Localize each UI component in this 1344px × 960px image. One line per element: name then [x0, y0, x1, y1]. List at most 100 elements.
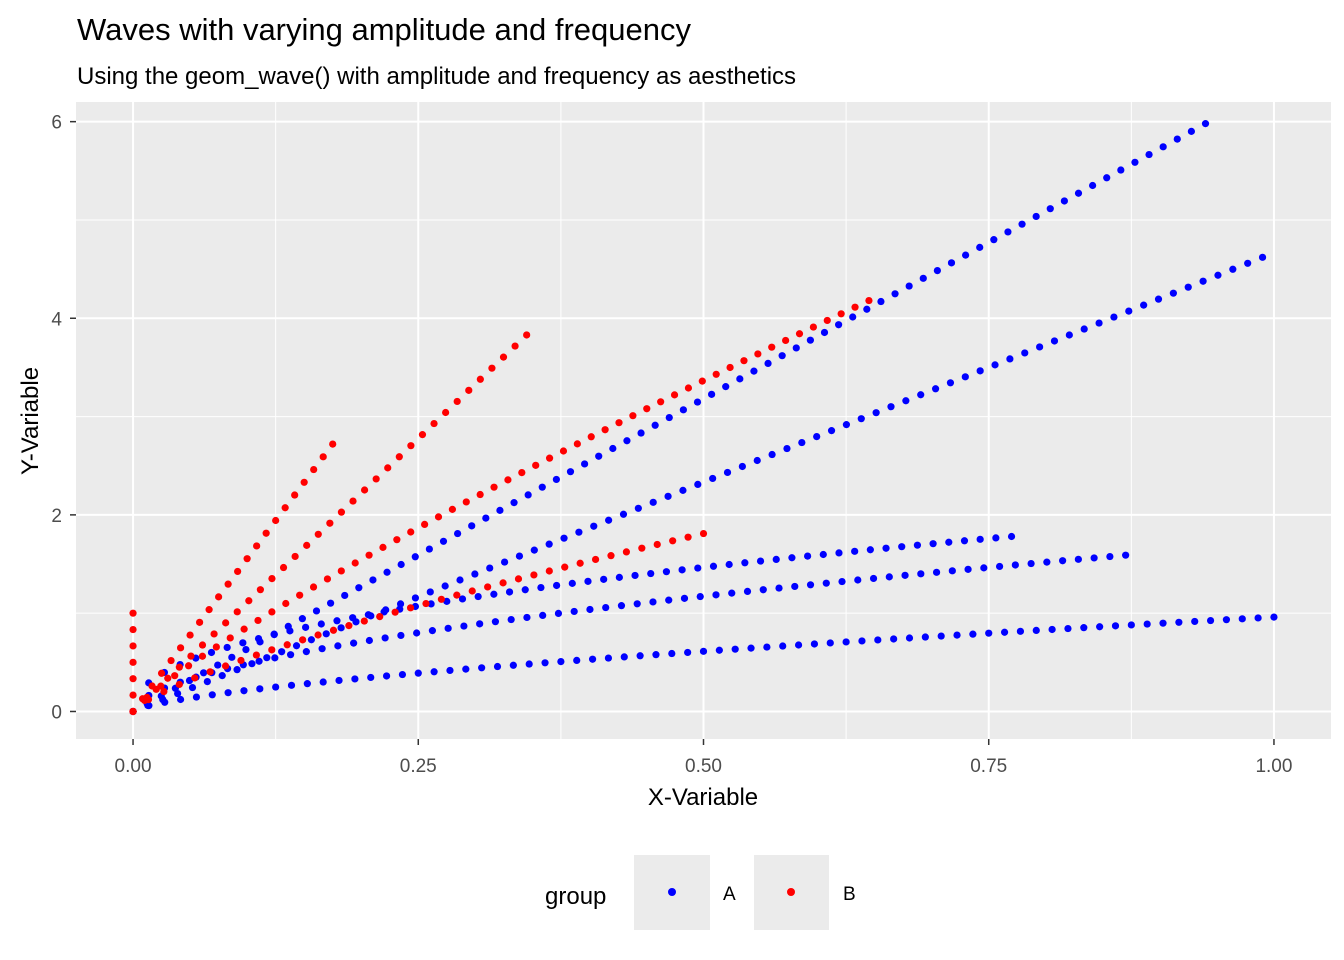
point-b: [296, 591, 304, 599]
point-a: [694, 564, 702, 572]
point-a: [541, 659, 549, 667]
point-a: [937, 632, 945, 640]
point-a: [568, 579, 576, 587]
point-a: [581, 460, 589, 468]
point-a: [668, 649, 676, 658]
point-b: [299, 636, 307, 644]
point-a: [791, 582, 799, 591]
point-a: [350, 639, 358, 647]
point-b: [191, 674, 199, 682]
point-a: [604, 654, 613, 662]
point-a: [381, 634, 389, 642]
point-b: [453, 397, 461, 406]
point-a: [932, 568, 941, 576]
point-a: [223, 643, 231, 652]
point-b: [561, 563, 569, 571]
legend-label-b: B: [843, 884, 856, 905]
point-b: [237, 656, 245, 665]
point-a: [524, 491, 532, 499]
point-b: [314, 631, 322, 639]
point-b: [629, 412, 637, 420]
point-b: [795, 330, 804, 338]
point-a: [1011, 561, 1019, 569]
point-a: [863, 305, 871, 313]
data-points: [129, 120, 1278, 716]
point-b: [488, 364, 496, 372]
point-a: [443, 597, 451, 605]
point-a: [1238, 615, 1246, 623]
point-b: [601, 426, 609, 434]
point-b: [684, 384, 693, 392]
point-a: [623, 437, 631, 445]
point-b: [545, 567, 553, 575]
point-b: [523, 331, 531, 339]
point-b: [282, 599, 290, 608]
point-a: [537, 583, 545, 592]
point-a: [586, 605, 594, 614]
point-a: [898, 543, 906, 551]
point-a: [248, 660, 256, 668]
legend-swatch-b: [787, 888, 795, 896]
point-a: [413, 629, 421, 637]
point-b: [670, 391, 679, 399]
point-a: [174, 689, 182, 698]
point-b: [281, 504, 289, 512]
point-b: [309, 583, 318, 591]
point-b: [329, 626, 338, 634]
point-b: [823, 316, 831, 325]
point-a: [1169, 289, 1177, 297]
point-a: [1206, 616, 1215, 625]
point-a: [200, 669, 208, 677]
x-axis: 0.00 0.25 0.50 0.75 1.00: [115, 739, 1292, 777]
point-a: [349, 614, 357, 622]
point-a: [523, 613, 531, 622]
point-a: [538, 483, 546, 491]
point-a: [1184, 283, 1192, 291]
point-a: [783, 444, 791, 453]
point-a: [764, 359, 772, 368]
point-a: [426, 588, 434, 596]
point-b: [395, 453, 403, 461]
point-b: [205, 606, 213, 614]
point-a: [810, 640, 819, 648]
point-a: [651, 421, 659, 429]
point-b: [129, 642, 137, 650]
point-a: [637, 429, 645, 437]
point-a: [1027, 559, 1035, 568]
point-a: [750, 367, 758, 375]
point-a: [530, 546, 538, 554]
point-a: [355, 584, 363, 592]
point-a: [743, 587, 752, 596]
point-a: [763, 643, 771, 651]
point-a: [369, 576, 377, 584]
point-a: [327, 599, 335, 607]
point-a: [545, 540, 553, 548]
point-a: [1122, 551, 1130, 559]
point-b: [279, 563, 288, 572]
point-a: [953, 631, 961, 639]
point-a: [1016, 627, 1025, 635]
point-b: [622, 548, 631, 556]
point-a: [490, 590, 498, 598]
point-a: [478, 664, 486, 672]
point-a: [256, 685, 264, 693]
point-a: [380, 608, 388, 616]
point-a: [1032, 212, 1040, 221]
point-a: [1191, 617, 1199, 626]
point-a: [145, 702, 153, 710]
point-a: [960, 537, 969, 545]
point-a: [1229, 265, 1237, 273]
point-a: [792, 344, 800, 352]
point-a: [428, 627, 436, 635]
point-a: [619, 510, 628, 518]
point-a: [756, 557, 765, 565]
point-a: [1089, 181, 1097, 190]
point-b: [262, 529, 270, 537]
point-a: [1154, 295, 1163, 303]
point-a: [680, 594, 689, 602]
point-a: [286, 651, 295, 659]
point-a: [694, 480, 702, 488]
point-a: [240, 687, 248, 695]
x-tick-label: 1.00: [1255, 756, 1292, 777]
point-a: [505, 588, 514, 596]
